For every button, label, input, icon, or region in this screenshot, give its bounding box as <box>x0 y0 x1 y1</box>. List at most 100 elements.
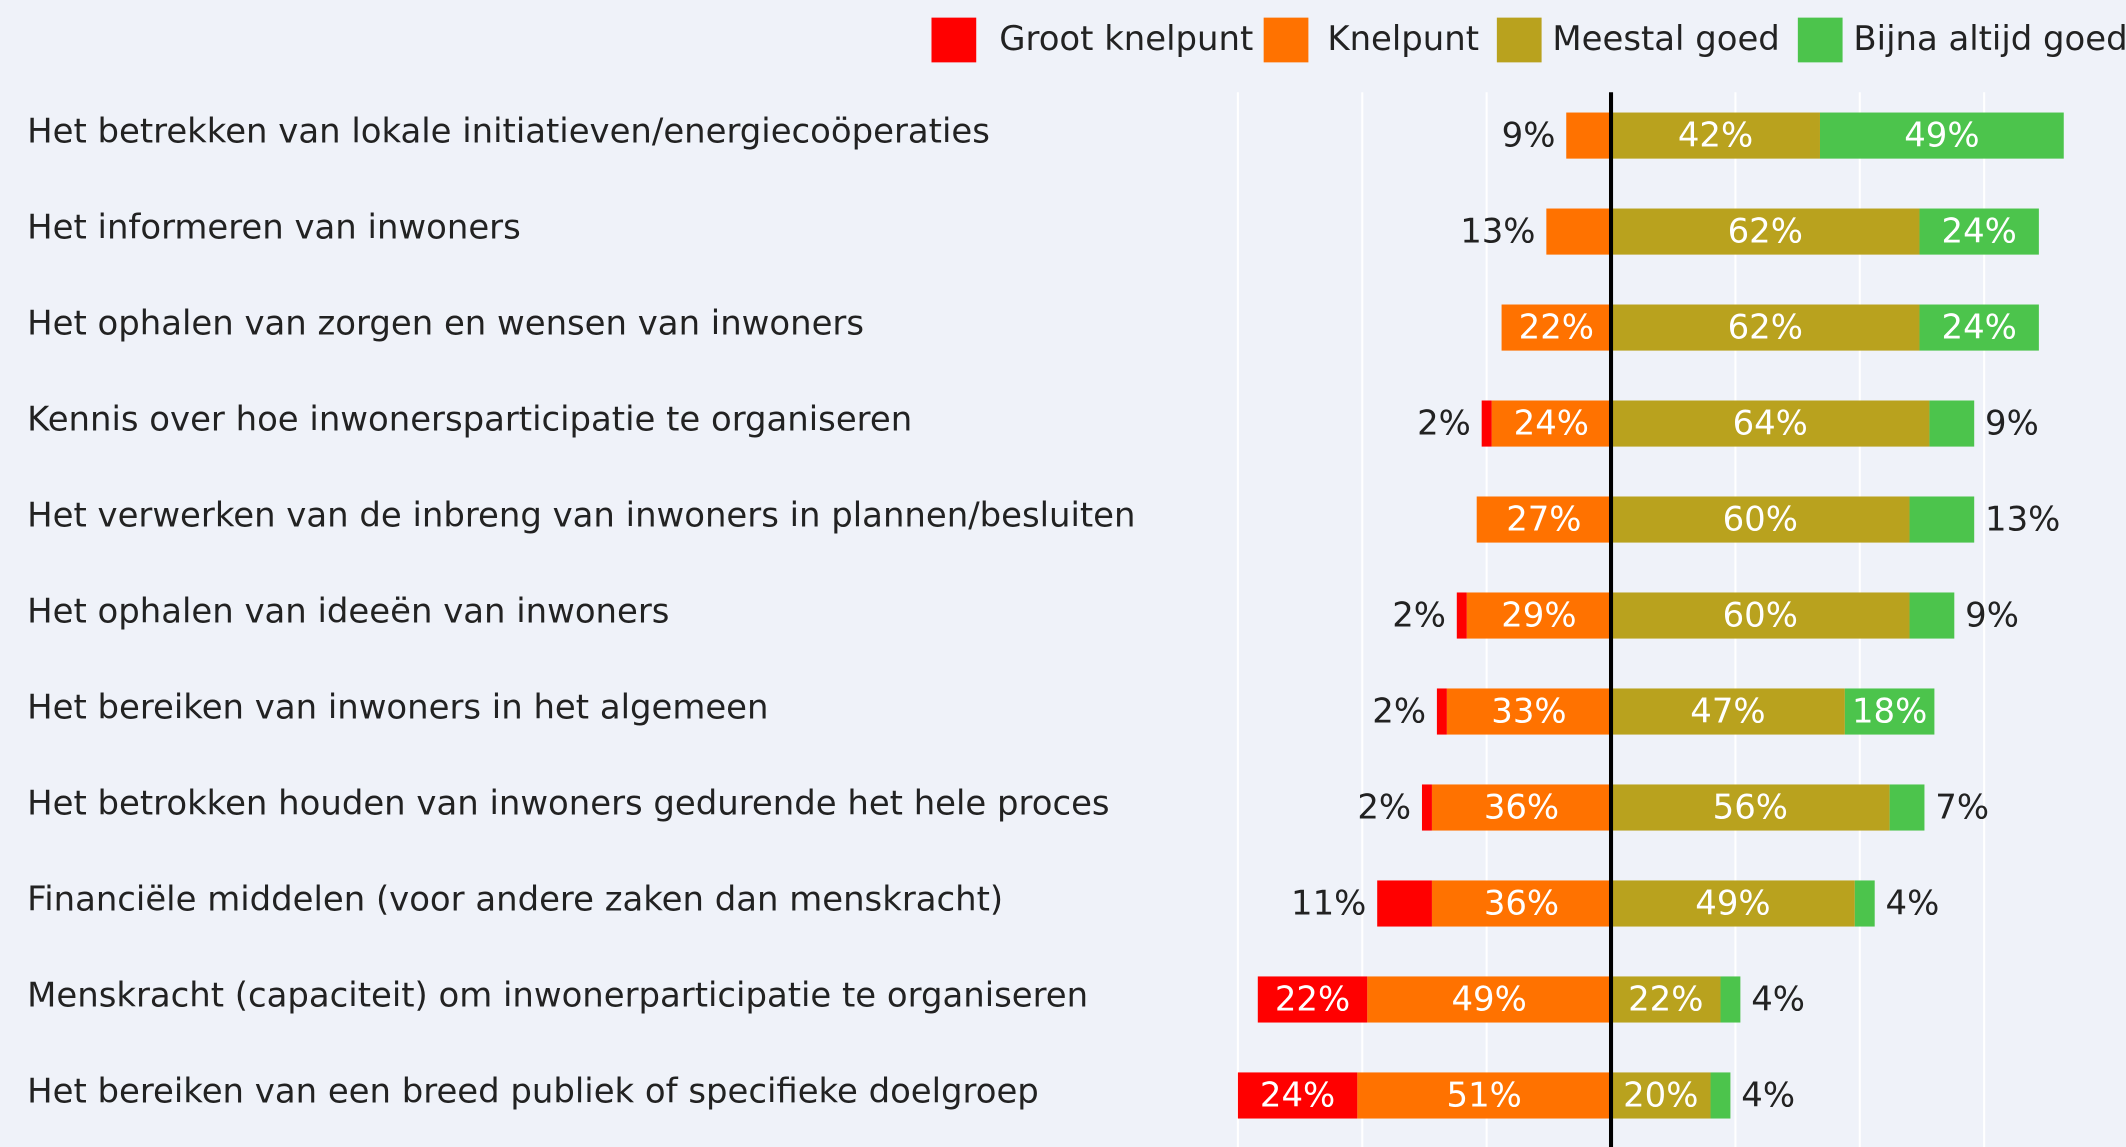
bar-segment <box>1377 880 1432 927</box>
value-label: 36% <box>1484 787 1559 826</box>
value-label: 24% <box>1942 211 2017 250</box>
bar-segment <box>1431 880 1612 927</box>
bar-segment <box>1237 1072 1358 1119</box>
value-label: 24% <box>1942 307 2017 346</box>
value-label: 62% <box>1728 211 1803 250</box>
legend-swatch <box>1797 17 1843 63</box>
value-label: 27% <box>1506 499 1581 538</box>
bar-segment <box>1431 784 1612 831</box>
value-label: 9% <box>1985 403 2039 442</box>
bar-segment <box>1611 784 1890 831</box>
value-label: 4% <box>1886 883 1940 922</box>
bar-segment <box>1491 400 1612 447</box>
bar-segment <box>1466 592 1612 639</box>
bar-segment <box>1919 208 2039 255</box>
legend-label: Bijna altijd goed <box>1853 19 2126 58</box>
bar-segment <box>1889 784 1925 831</box>
legend-swatch <box>1496 17 1542 63</box>
bar-segment <box>1919 304 2039 351</box>
category-label: Het ophalen van zorgen en wensen van inw… <box>27 303 864 342</box>
value-label: 64% <box>1733 403 1808 442</box>
bar-segment <box>1844 688 1935 735</box>
category-label: Het bereiken van een breed publiek of sp… <box>27 1071 1039 1110</box>
bar-segment <box>1566 112 1612 159</box>
value-label: 42% <box>1678 115 1753 154</box>
value-label: 20% <box>1623 1075 1698 1114</box>
value-label: 36% <box>1484 883 1559 922</box>
category-label: Financiële middelen (voor andere zaken d… <box>27 879 1003 918</box>
bar-segment <box>1611 496 1910 543</box>
bar-segment <box>1501 304 1612 351</box>
bar-segment <box>1446 688 1612 735</box>
legend-label: Knelpunt <box>1327 19 1479 58</box>
bar-segment <box>1357 1072 1612 1119</box>
value-label: 47% <box>1690 691 1765 730</box>
bar-segment <box>1476 496 1612 543</box>
value-label: 2% <box>1392 595 1446 634</box>
category-label: Kennis over hoe inwonersparticipatie te … <box>27 399 912 438</box>
value-label: 24% <box>1260 1075 1335 1114</box>
bar-segment <box>1611 208 1920 255</box>
value-label: 2% <box>1417 403 1471 442</box>
bar-segment <box>1456 592 1467 639</box>
legend-label: Groot knelpunt <box>999 19 1253 58</box>
bar-segment <box>1611 304 1920 351</box>
bar-segment <box>1819 112 2064 159</box>
bar-segment <box>1929 400 1975 447</box>
legend-label: Meestal goed <box>1552 19 1779 58</box>
value-label: 2% <box>1372 691 1426 730</box>
value-label: 29% <box>1501 595 1576 634</box>
value-label: 60% <box>1723 499 1798 538</box>
value-label: 4% <box>1751 979 1805 1018</box>
bar-segment <box>1854 880 1875 927</box>
value-label: 49% <box>1695 883 1770 922</box>
bar-segment <box>1436 688 1447 735</box>
category-label: Het verwerken van de inbreng van inwoner… <box>27 495 1135 534</box>
bar-segment <box>1611 112 1820 159</box>
value-label: 13% <box>1460 211 1535 250</box>
bar-segment <box>1481 400 1492 447</box>
category-label: Het betrokken houden van inwoners gedure… <box>27 783 1109 822</box>
bar-segment <box>1611 1072 1711 1119</box>
category-label: Het betrekken van lokale initiatieven/en… <box>27 111 990 150</box>
value-label: 2% <box>1357 787 1411 826</box>
value-label: 18% <box>1852 691 1927 730</box>
category-label: Het ophalen van ideeën van inwoners <box>27 591 669 630</box>
bar-segment <box>1611 880 1855 927</box>
bar-segment <box>1611 400 1930 447</box>
value-label: 4% <box>1741 1075 1795 1114</box>
value-label: 9% <box>1502 115 1556 154</box>
bar-segment <box>1611 592 1910 639</box>
value-label: 51% <box>1447 1075 1522 1114</box>
value-label: 56% <box>1713 787 1788 826</box>
value-label: 22% <box>1519 307 1594 346</box>
category-label: Het bereiken van inwoners in het algemee… <box>27 687 768 726</box>
bar-segment <box>1257 976 1368 1023</box>
value-label: 7% <box>1935 787 1989 826</box>
bar-segment <box>1710 1072 1731 1119</box>
value-label: 24% <box>1514 403 1589 442</box>
value-label: 49% <box>1451 979 1526 1018</box>
bar-segment <box>1367 976 1612 1023</box>
legend-swatch <box>1263 17 1309 63</box>
category-label: Menskracht (capaciteit) om inwonerpartic… <box>27 975 1088 1014</box>
value-label: 9% <box>1965 595 2019 634</box>
bar-segment <box>1421 784 1432 831</box>
value-label: 33% <box>1491 691 1566 730</box>
bar-segment <box>1611 688 1845 735</box>
value-label: 22% <box>1628 979 1703 1018</box>
value-label: 62% <box>1728 307 1803 346</box>
bar-segment <box>1720 976 1741 1023</box>
category-label: Het informeren van inwoners <box>27 207 521 246</box>
value-label: 11% <box>1291 883 1366 922</box>
legend-swatch <box>931 17 977 63</box>
value-label: 13% <box>1985 499 2060 538</box>
bar-segment <box>1546 208 1612 255</box>
bar-segment <box>1909 496 1975 543</box>
bar-segment <box>1611 976 1721 1023</box>
value-label: 60% <box>1723 595 1798 634</box>
value-label: 49% <box>1904 115 1979 154</box>
value-label: 22% <box>1275 979 1350 1018</box>
bar-segment <box>1909 592 1955 639</box>
